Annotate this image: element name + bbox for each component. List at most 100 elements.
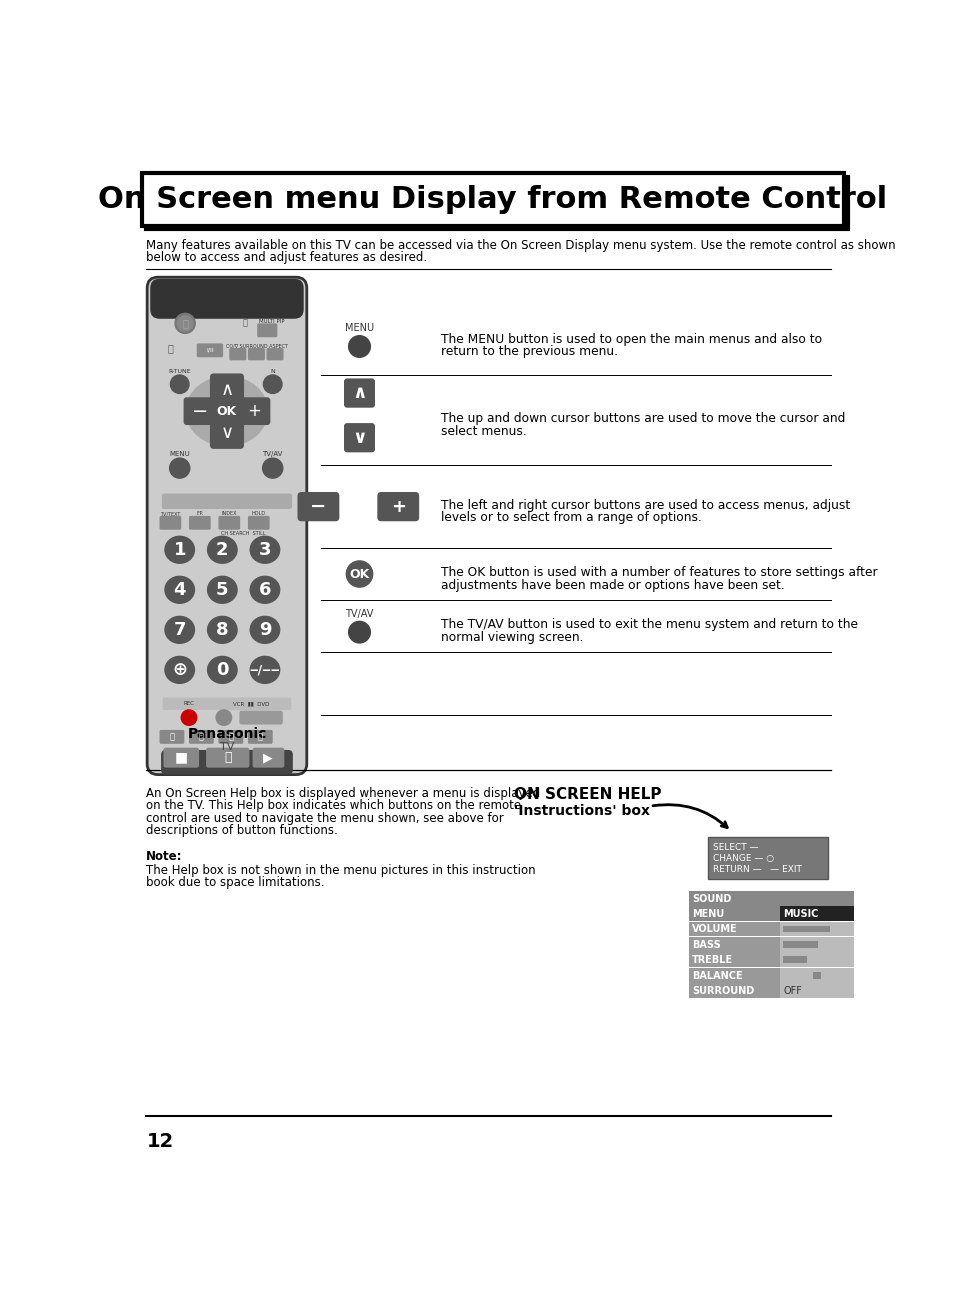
Text: MULTI PIP: MULTI PIP — [258, 319, 284, 324]
Ellipse shape — [165, 656, 194, 683]
Text: 2: 2 — [215, 540, 229, 559]
Text: The OK button is used with a number of features to store settings after: The OK button is used with a number of f… — [440, 566, 877, 579]
FancyBboxPatch shape — [159, 730, 184, 744]
Text: ⏯: ⏯ — [224, 752, 232, 765]
Text: 6: 6 — [258, 581, 271, 599]
FancyBboxPatch shape — [162, 494, 292, 509]
Text: 12: 12 — [146, 1131, 173, 1151]
Text: RETURN —   — EXIT: RETURN — — EXIT — [712, 864, 801, 874]
Text: CH SEARCH  STILL: CH SEARCH STILL — [221, 530, 265, 535]
Text: REC: REC — [183, 701, 194, 706]
Text: MUSIC: MUSIC — [782, 908, 818, 919]
FancyBboxPatch shape — [688, 921, 780, 936]
Text: HOLD: HOLD — [252, 511, 266, 516]
Text: ⏪: ⏪ — [228, 732, 233, 741]
Text: The MENU button is used to open the main menus and also to: The MENU button is used to open the main… — [440, 333, 821, 346]
Text: CHANGE — ○: CHANGE — ○ — [712, 854, 773, 863]
Text: ▶: ▶ — [263, 752, 273, 765]
Text: BALANCE: BALANCE — [691, 971, 741, 981]
FancyBboxPatch shape — [161, 750, 293, 775]
FancyBboxPatch shape — [218, 730, 243, 744]
FancyBboxPatch shape — [688, 890, 853, 906]
Text: 4: 4 — [173, 581, 186, 599]
Ellipse shape — [250, 617, 279, 643]
FancyBboxPatch shape — [189, 516, 211, 530]
FancyBboxPatch shape — [150, 279, 303, 319]
Text: Panasonic: Panasonic — [187, 727, 267, 741]
Ellipse shape — [208, 656, 236, 683]
Circle shape — [216, 710, 232, 726]
Text: INDEX: INDEX — [221, 511, 236, 516]
FancyBboxPatch shape — [196, 343, 223, 358]
Text: select menus.: select menus. — [440, 425, 526, 438]
Text: 1: 1 — [173, 540, 186, 559]
Ellipse shape — [250, 577, 279, 603]
Text: ON SCREEN HELP: ON SCREEN HELP — [514, 787, 661, 802]
Text: ‒/‒‒: ‒/‒‒ — [250, 664, 280, 677]
Text: 7: 7 — [173, 621, 186, 639]
Text: R-TUNE: R-TUNE — [169, 369, 191, 373]
FancyBboxPatch shape — [780, 953, 853, 967]
Text: N: N — [270, 369, 274, 373]
Text: MENU: MENU — [691, 908, 723, 919]
Text: 5: 5 — [215, 581, 229, 599]
FancyBboxPatch shape — [266, 349, 283, 360]
Circle shape — [174, 314, 195, 333]
Text: +: + — [391, 498, 405, 516]
Text: 9: 9 — [258, 621, 271, 639]
FancyBboxPatch shape — [782, 925, 829, 932]
Text: ⏭: ⏭ — [198, 732, 204, 741]
FancyBboxPatch shape — [812, 972, 820, 978]
FancyBboxPatch shape — [707, 837, 827, 879]
Text: OK: OK — [349, 568, 369, 581]
Text: VCR  ▮▮  DVD: VCR ▮▮ DVD — [233, 701, 269, 706]
FancyBboxPatch shape — [253, 748, 284, 767]
Text: MENU: MENU — [169, 451, 190, 457]
FancyBboxPatch shape — [248, 730, 273, 744]
Text: +: + — [247, 402, 261, 420]
Text: ■: ■ — [174, 750, 188, 765]
FancyBboxPatch shape — [142, 174, 843, 226]
Text: below to access and adjust features as desired.: below to access and adjust features as d… — [146, 251, 427, 264]
Text: The TV/AV button is used to exit the menu system and return to the: The TV/AV button is used to exit the men… — [440, 618, 857, 631]
Text: F.P.: F.P. — [196, 511, 203, 516]
FancyBboxPatch shape — [782, 956, 806, 963]
FancyBboxPatch shape — [189, 730, 213, 744]
Text: ∧: ∧ — [220, 381, 233, 399]
Text: on the TV. This Help box indicates which buttons on the remote: on the TV. This Help box indicates which… — [146, 800, 521, 813]
Text: SURROUND: SURROUND — [691, 986, 754, 995]
Text: An On Screen Help box is displayed whenever a menu is displayed: An On Screen Help box is displayed whene… — [146, 787, 540, 800]
Circle shape — [177, 316, 193, 330]
Text: control are used to navigate the menu shown, see above for: control are used to navigate the menu sh… — [146, 811, 503, 824]
Text: ⊕: ⊕ — [172, 661, 187, 679]
Ellipse shape — [165, 577, 194, 603]
FancyBboxPatch shape — [146, 178, 847, 229]
Text: normal viewing screen.: normal viewing screen. — [440, 631, 583, 644]
Text: TV/TEXT: TV/TEXT — [160, 511, 180, 516]
FancyBboxPatch shape — [780, 937, 853, 951]
Text: Note:: Note: — [146, 850, 183, 863]
FancyBboxPatch shape — [162, 697, 291, 710]
Text: ⏮: ⏮ — [170, 732, 174, 741]
Circle shape — [263, 375, 282, 394]
FancyBboxPatch shape — [297, 492, 339, 521]
Text: ∨: ∨ — [352, 429, 366, 447]
FancyBboxPatch shape — [159, 516, 181, 530]
Text: CO/∇ SURROUND ASPECT: CO/∇ SURROUND ASPECT — [226, 343, 288, 349]
Text: ⏻: ⏻ — [182, 319, 188, 328]
Text: The up and down cursor buttons are used to move the cursor and: The up and down cursor buttons are used … — [440, 412, 844, 425]
Text: On Screen menu Display from Remote Control: On Screen menu Display from Remote Contr… — [98, 185, 886, 214]
FancyBboxPatch shape — [780, 906, 853, 921]
Text: ∨: ∨ — [220, 424, 233, 442]
Ellipse shape — [250, 656, 279, 683]
FancyBboxPatch shape — [248, 516, 270, 530]
FancyBboxPatch shape — [218, 516, 240, 530]
Text: ⏰: ⏰ — [242, 319, 247, 328]
Ellipse shape — [250, 537, 279, 564]
Text: ∧: ∧ — [352, 384, 366, 402]
Text: OK: OK — [216, 404, 237, 417]
FancyBboxPatch shape — [377, 492, 418, 521]
Text: BASS: BASS — [691, 940, 720, 950]
Text: Many features available on this TV can be accessed via the On Screen Display men: Many features available on this TV can b… — [146, 238, 895, 251]
FancyBboxPatch shape — [257, 324, 277, 337]
